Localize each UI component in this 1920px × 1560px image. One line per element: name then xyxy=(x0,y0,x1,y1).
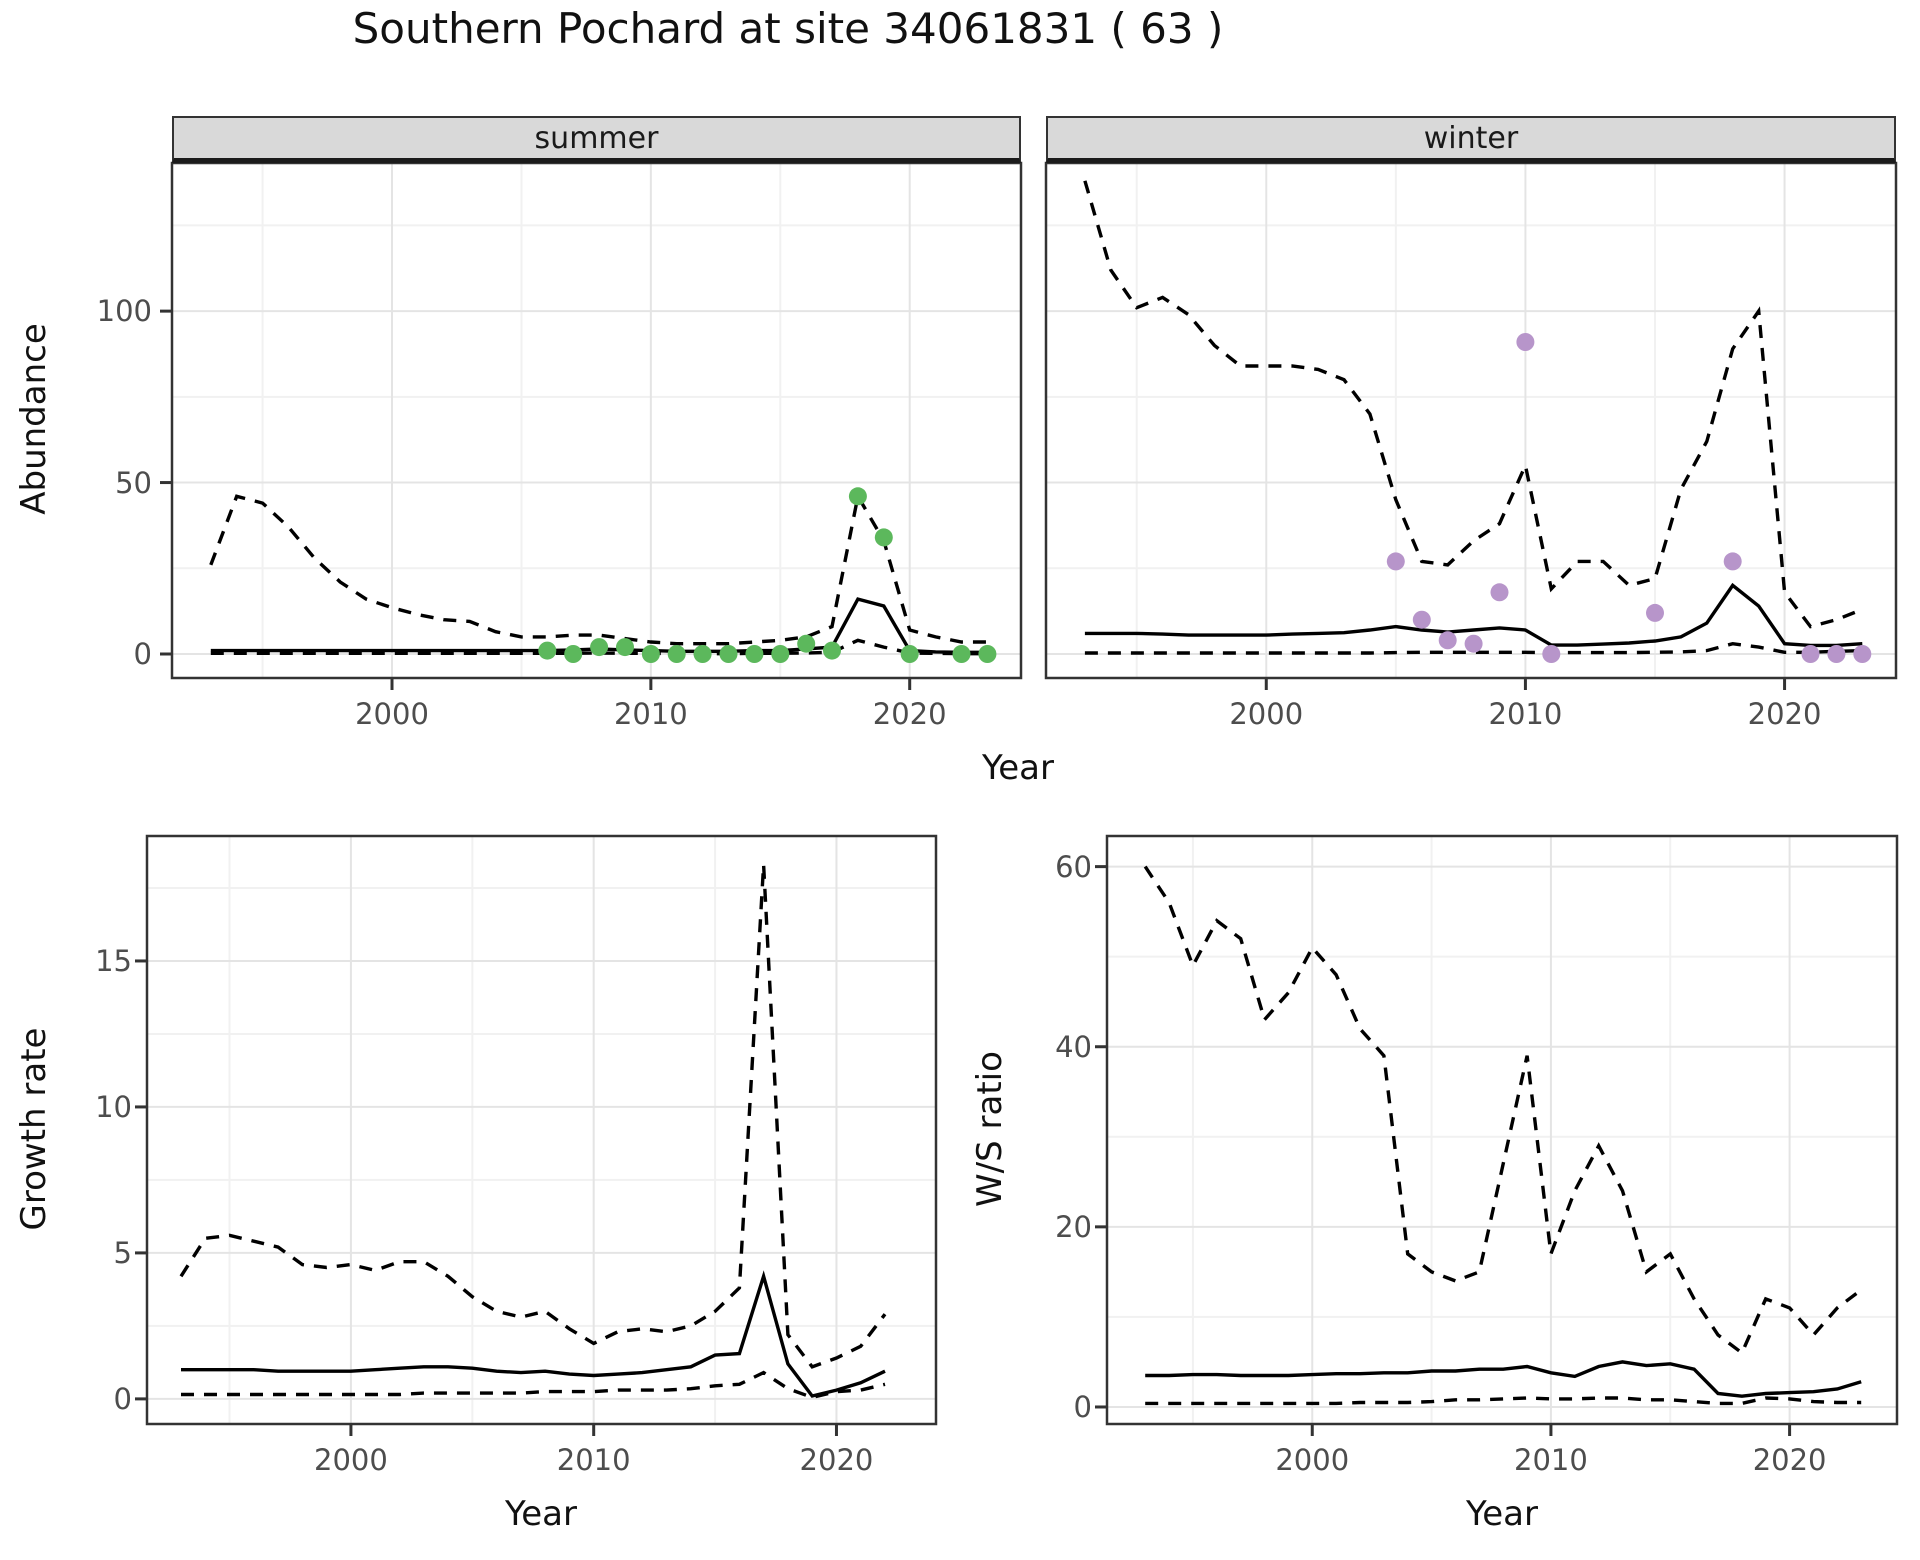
x-tick-label: 2020 xyxy=(1752,1443,1827,1477)
y-tick-label: 50 xyxy=(115,465,152,500)
x-tick-label: 2020 xyxy=(1747,697,1822,731)
facet-strip-summer-label: summer xyxy=(534,120,659,156)
panel-border-winter-abundance xyxy=(1044,161,1898,680)
x-tick-label: 2020 xyxy=(872,697,947,731)
data-point-observed-winter xyxy=(1801,645,1820,663)
data-point-observed-summer xyxy=(719,645,738,663)
series-lower_ci xyxy=(210,638,988,656)
panel-border-growth-rate xyxy=(145,834,938,1426)
y-tick-label: 40 xyxy=(1055,1029,1092,1064)
data-point-observed-summer xyxy=(693,645,712,663)
axis-title-growth-rate: Growth rate xyxy=(14,1027,54,1231)
panel-border-summer-abundance xyxy=(170,161,1023,680)
series-lower_ci xyxy=(181,1370,886,1400)
data-point-observed-winter xyxy=(1723,552,1742,571)
data-point-observed-winter xyxy=(1490,583,1509,602)
data-point-observed-winter xyxy=(1464,634,1483,653)
data-point-observed-summer xyxy=(590,638,609,657)
y-tick-label: 60 xyxy=(1055,849,1092,884)
data-point-observed-summer xyxy=(745,645,764,663)
data-point-observed-summer xyxy=(900,645,919,663)
y-tick-label: 0 xyxy=(133,636,152,671)
series-upper_ci xyxy=(179,864,887,1369)
data-point-observed-winter xyxy=(1853,645,1872,663)
axis-title-year-bottom-left: Year xyxy=(505,1494,577,1534)
data-point-observed-summer xyxy=(848,487,867,506)
data-point-observed-winter xyxy=(1386,552,1405,571)
data-point-observed-winter xyxy=(1516,333,1535,351)
data-point-observed-summer xyxy=(771,645,790,663)
data-point-observed-winter xyxy=(1646,603,1664,622)
series-mean xyxy=(1084,582,1863,648)
page-title: Southern Pochard at site 34061831 ( 63 ) xyxy=(352,4,1224,53)
y-tick-label: 100 xyxy=(96,294,152,329)
data-point-observed-summer xyxy=(797,634,816,653)
facet-strip-winter: winter xyxy=(1046,116,1896,163)
series-lower_ci xyxy=(1084,641,1863,655)
data-point-observed-winter xyxy=(1412,610,1431,629)
series-upper_ci xyxy=(1083,180,1863,629)
axis-title-abundance: Abundance xyxy=(14,323,54,515)
series-upper_ci xyxy=(209,491,988,646)
series-upper_ci xyxy=(1143,865,1863,1356)
data-point-observed-summer xyxy=(616,638,634,657)
x-tick-label: 2010 xyxy=(1514,1443,1588,1477)
series-lower_ci xyxy=(1145,1396,1862,1406)
x-tick-label: 2000 xyxy=(1275,1443,1350,1477)
x-tick-label: 2000 xyxy=(314,1443,388,1477)
data-point-observed-winter xyxy=(1827,645,1846,663)
data-point-observed-summer xyxy=(978,645,997,663)
y-tick-label: 0 xyxy=(113,1381,132,1416)
x-tick-label: 2000 xyxy=(1229,697,1304,731)
series-mean xyxy=(181,1270,886,1398)
x-tick-label: 2010 xyxy=(556,1443,631,1477)
data-point-observed-summer xyxy=(641,645,660,663)
x-tick-label: 2010 xyxy=(1488,697,1563,731)
y-tick-label: 10 xyxy=(95,1089,132,1124)
data-point-observed-winter xyxy=(1542,645,1561,663)
axis-title-year-bottom-right: Year xyxy=(1466,1494,1538,1534)
y-tick-label: 20 xyxy=(1055,1209,1092,1244)
data-point-observed-summer xyxy=(564,645,583,663)
x-tick-label: 2020 xyxy=(799,1443,874,1477)
facet-strip-winter-label: winter xyxy=(1423,120,1519,156)
panel-border-ws-ratio xyxy=(1105,834,1899,1426)
data-point-observed-summer xyxy=(823,641,841,660)
facet-strip-summer: summer xyxy=(172,116,1021,163)
axis-title-year-top: Year xyxy=(982,748,1054,788)
data-point-observed-summer xyxy=(538,641,557,660)
data-point-observed-summer xyxy=(952,645,971,663)
x-tick-label: 2010 xyxy=(613,697,688,731)
axis-title-ws-ratio: W/S ratio xyxy=(970,1051,1010,1207)
y-tick-label: 5 xyxy=(113,1235,132,1270)
data-point-observed-winter xyxy=(1438,631,1457,650)
series-mean xyxy=(1145,1360,1862,1398)
y-tick-label: 15 xyxy=(95,943,132,978)
data-point-observed-summer xyxy=(874,528,893,547)
x-tick-label: 2000 xyxy=(355,697,429,731)
data-point-observed-summer xyxy=(667,645,686,663)
y-tick-label: 0 xyxy=(1073,1389,1092,1424)
